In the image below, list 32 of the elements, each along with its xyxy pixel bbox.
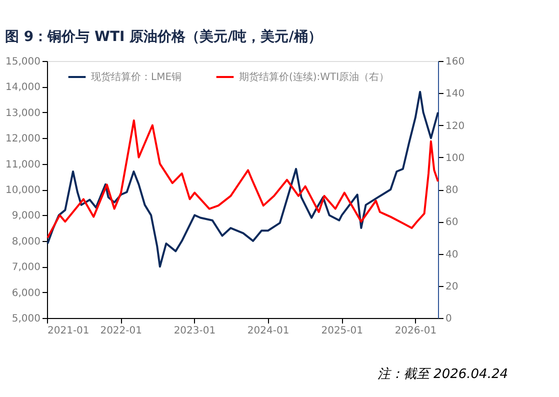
y2-tick-label: 140	[446, 88, 465, 100]
y2-tick-label: 20	[446, 281, 458, 292]
line-series	[46, 90, 439, 268]
y2-tick-label: 120	[446, 120, 465, 132]
y-tick-label: 15,000	[6, 56, 40, 68]
x-tick-label: 2022-01	[100, 326, 142, 336]
y-tick-label: 8,000	[12, 236, 40, 248]
y2-tick-label: 80	[446, 185, 458, 196]
y-tick-label: 9,000	[12, 210, 40, 222]
chart-title: 图 9：铜价与 WTI 原油价格（美元/吨，美元/桶）	[5, 28, 322, 45]
y-tick-label: 11,000	[6, 159, 40, 170]
y-tick-label: 10,000	[6, 185, 40, 196]
y2-tick-label: 60	[446, 217, 458, 228]
x-tick-label: 2021-01	[48, 326, 90, 336]
x-tick-label: 2023-01	[174, 326, 216, 336]
y-tick-label: 6,000	[12, 288, 40, 299]
legend-label: 现货结算价：LME铜	[91, 71, 182, 83]
y-tick-label: 13,000	[6, 108, 40, 119]
y2-tick-label: 100	[446, 152, 465, 164]
y-tick-label: 14,000	[6, 82, 40, 94]
x-tick-label: 2025-01	[321, 326, 364, 336]
line-series	[46, 119, 439, 239]
y-tick-label: 5,000	[12, 314, 40, 324]
text: 注：截至 2026.04.24	[377, 367, 508, 382]
y2-tick-label: 160	[446, 56, 465, 68]
x-tick-label: 2024-01	[247, 326, 290, 336]
y2-tick-label: 40	[446, 249, 458, 260]
x-tick-label: 2026-01	[394, 326, 437, 336]
y-tick-label: 12,000	[6, 134, 40, 145]
y2-tick-label: 0	[446, 314, 452, 324]
legend-label: 期货结算价(连续):WTI原油（右）	[239, 71, 390, 83]
y-tick-label: 7,000	[12, 262, 40, 274]
